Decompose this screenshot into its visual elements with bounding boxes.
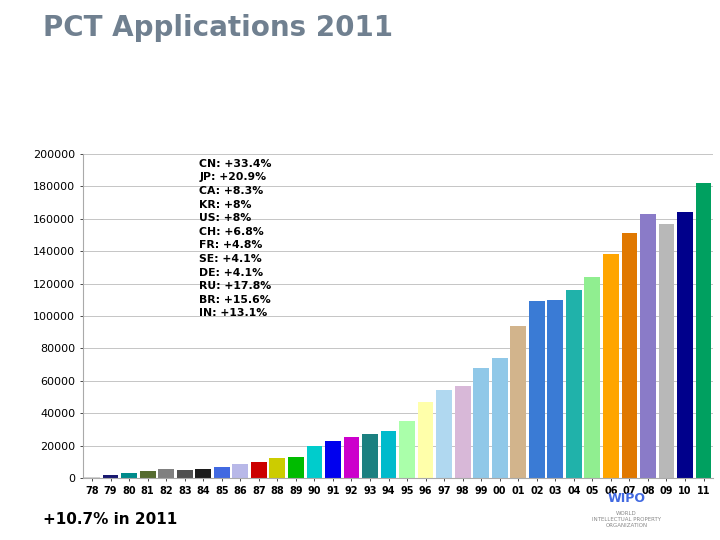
Bar — [455, 386, 471, 478]
Bar — [325, 441, 341, 478]
Bar — [121, 472, 137, 478]
Bar — [103, 475, 119, 478]
Bar — [510, 326, 526, 478]
Bar — [418, 402, 433, 478]
Bar — [343, 437, 359, 478]
Bar — [677, 212, 693, 478]
Bar — [621, 233, 637, 478]
Bar — [158, 469, 174, 478]
Bar — [195, 469, 211, 478]
Bar — [269, 458, 285, 478]
Bar — [696, 183, 711, 478]
Bar — [585, 277, 600, 478]
Bar — [603, 254, 618, 478]
Text: +10.7% in 2011: +10.7% in 2011 — [43, 511, 177, 526]
Bar — [214, 467, 230, 478]
Text: PCT Applications 2011: PCT Applications 2011 — [43, 14, 393, 42]
Bar — [566, 290, 582, 478]
Bar — [640, 214, 656, 478]
Bar — [473, 368, 489, 478]
Bar — [84, 477, 100, 478]
Bar — [399, 421, 415, 478]
Bar — [177, 470, 192, 478]
Text: WORLD
INTELLECTUAL PROPERTY
ORGANIZATION: WORLD INTELLECTUAL PROPERTY ORGANIZATION — [592, 511, 661, 528]
Bar — [288, 457, 304, 478]
Bar — [529, 301, 544, 478]
Bar — [659, 224, 675, 478]
Bar — [492, 358, 508, 478]
Bar — [362, 434, 378, 478]
Bar — [381, 431, 397, 478]
Text: CN: +33.4%
JP: +20.9%
CA: +8.3%
KR: +8%
US: +8%
CH: +6.8%
FR: +4.8%
SE: +4.1%
DE: CN: +33.4% JP: +20.9% CA: +8.3% KR: +8% … — [199, 159, 272, 319]
Bar — [251, 462, 266, 478]
Bar — [233, 464, 248, 478]
Bar — [140, 470, 156, 478]
Bar — [436, 390, 452, 478]
Bar — [547, 300, 563, 478]
Text: WIPO: WIPO — [608, 492, 645, 505]
Bar — [307, 446, 323, 478]
